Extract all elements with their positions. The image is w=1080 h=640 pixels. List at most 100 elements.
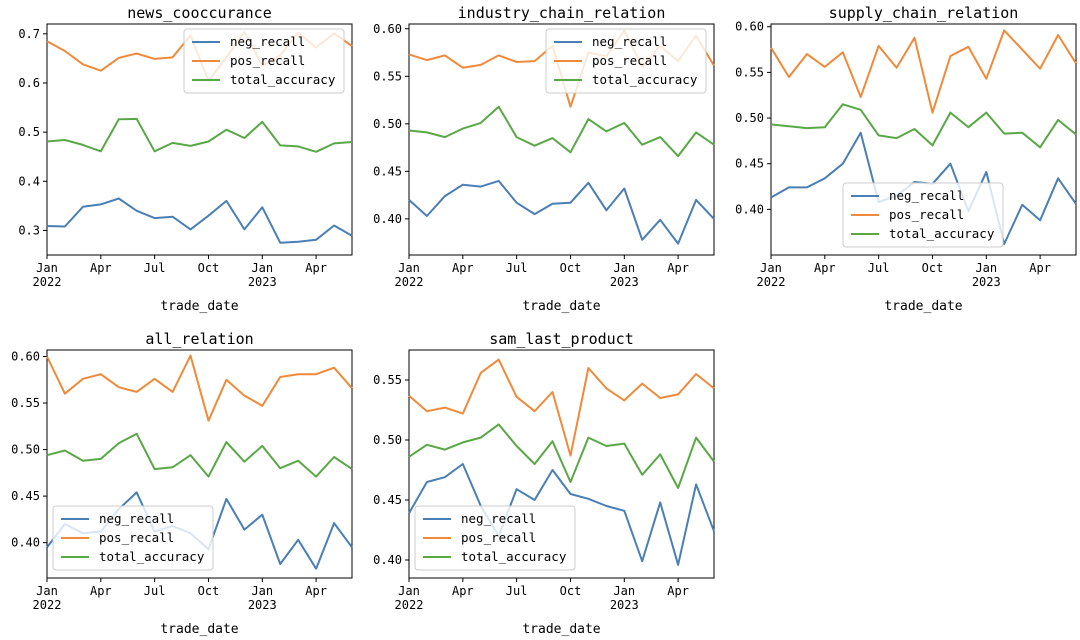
chart-title: sam_last_product [489,330,634,348]
legend-label: total_accuracy [99,549,205,564]
y-tick-label: 0.5 [18,125,40,139]
legend-label: pos_recall [461,530,536,545]
y-tick-label: 0.45 [373,493,402,507]
x-tick-label: Oct [198,261,220,275]
y-tick-label: 0.50 [11,443,40,457]
legend: neg_recall pos_recall total_accuracy [414,505,576,571]
chart-title: supply_chain_relation [829,4,1019,22]
x-tick-label: Jan 2022 [395,584,424,612]
y-tick-label: 0.55 [11,396,40,410]
legend-label: total_accuracy [592,72,698,87]
series-line-total-accuracy [770,103,1077,149]
series-line-total-accuracy [46,117,353,153]
plot-area [46,23,353,256]
x-tick-label: Jul [144,584,166,598]
y-tick-label: 0.45 [373,164,402,178]
x-tick-label: Apr [667,261,689,275]
y-tick-label: 0.55 [735,65,764,79]
series-line-total-accuracy [408,105,715,158]
series-line-total-accuracy [46,432,353,478]
plot-area [46,349,353,579]
chart-panel: industry_chain_relation 0.40 0.45 0.50 0.55 0… [373,4,715,314]
legend: neg_recall pos_recall total_accuracy [842,182,1004,248]
chart-title: all_relation [145,330,253,348]
x-tick-label: Jan 2023 [248,584,277,612]
y-tick-label: 0.40 [11,536,40,550]
legend: neg_recall pos_recall total_accuracy [52,505,214,571]
x-tick-label: Jan 2023 [248,261,277,289]
chart-panel: supply_chain_relation 0.40 0.45 0.50 0.55 0.6… [735,4,1077,314]
x-tick-label: Oct [922,261,944,275]
legend-label: neg_recall [461,511,536,526]
x-axis-label: trade_date [884,299,962,314]
y-tick-label: 0.55 [373,373,402,387]
legend-label: neg_recall [592,34,667,49]
legend-label: total_accuracy [889,226,995,241]
y-tick-label: 0.60 [373,22,402,36]
chart-title: news_cooccurance [127,4,272,22]
legend-label: pos_recall [230,53,305,68]
x-tick-label: Jan 2023 [610,261,639,289]
x-tick-label: Apr [667,584,689,598]
x-tick-label: Apr [452,584,474,598]
x-tick-label: Jul [506,261,528,275]
x-tick-label: Jan 2022 [33,584,62,612]
x-tick-label: Apr [90,261,112,275]
x-tick-label: Oct [560,261,582,275]
x-tick-label: Apr [90,584,112,598]
y-tick-label: 0.45 [735,157,764,171]
legend-box [545,28,707,94]
legend-label: neg_recall [99,511,174,526]
legend-label: pos_recall [889,207,964,222]
chart-panel: all_relation 0.40 0.45 0.50 0.55 0.60 Jan 2022 A… [11,330,353,637]
legend: neg_recall pos_recall total_accuracy [545,28,707,94]
legend-box [842,182,1004,248]
y-tick-label: 0.40 [373,212,402,226]
legend-label: total_accuracy [230,72,336,87]
x-tick-label: Jul [506,584,528,598]
chart-panel: news_cooccurance 0.3 0.4 0.5 0.6 0.7 Jan 2022 Ap… [18,4,353,314]
x-tick-label: Jul [144,261,166,275]
series-line-neg-recall [408,463,715,566]
x-axis-label: trade_date [160,622,238,637]
x-tick-label: Oct [198,584,220,598]
x-tick-label: Apr [305,584,327,598]
legend-box [183,28,345,94]
series-line-neg-recall [46,197,353,244]
y-tick-label: 0.7 [18,27,40,41]
x-tick-label: Apr [1029,261,1051,275]
chart-panel: sam_last_product 0.40 0.45 0.50 0.55 Jan 2022 A… [373,330,715,637]
plot-area [408,349,715,579]
legend-label: neg_recall [230,34,305,49]
x-tick-label: Oct [560,584,582,598]
x-axis-label: trade_date [160,299,238,314]
x-tick-label: Jan 2022 [757,261,786,289]
y-tick-label: 0.60 [735,20,764,34]
legend-label: pos_recall [592,53,667,68]
y-tick-label: 0.55 [373,69,402,83]
plot-area [408,23,715,256]
x-axis-label: trade_date [522,299,600,314]
legend-label: neg_recall [889,188,964,203]
series-line-pos-recall [408,358,715,457]
y-tick-label: 0.50 [373,117,402,131]
legend-box [414,505,576,571]
y-tick-label: 0.3 [18,223,40,237]
x-tick-label: Jan 2023 [972,261,1001,289]
legend-label: pos_recall [99,530,174,545]
series-line-neg-recall [408,179,715,245]
y-tick-label: 0.40 [373,553,402,567]
y-tick-label: 0.45 [11,489,40,503]
series-line-pos-recall [770,29,1077,114]
x-tick-label: Jul [868,261,890,275]
x-tick-label: Jan 2023 [610,584,639,612]
x-axis-label: trade_date [522,622,600,637]
y-tick-label: 0.60 [11,350,40,364]
legend-box [52,505,214,571]
plot-area [770,23,1077,256]
x-tick-label: Apr [305,261,327,275]
series-line-total-accuracy [408,423,715,489]
chart-title: industry_chain_relation [458,4,666,22]
x-tick-label: Apr [452,261,474,275]
